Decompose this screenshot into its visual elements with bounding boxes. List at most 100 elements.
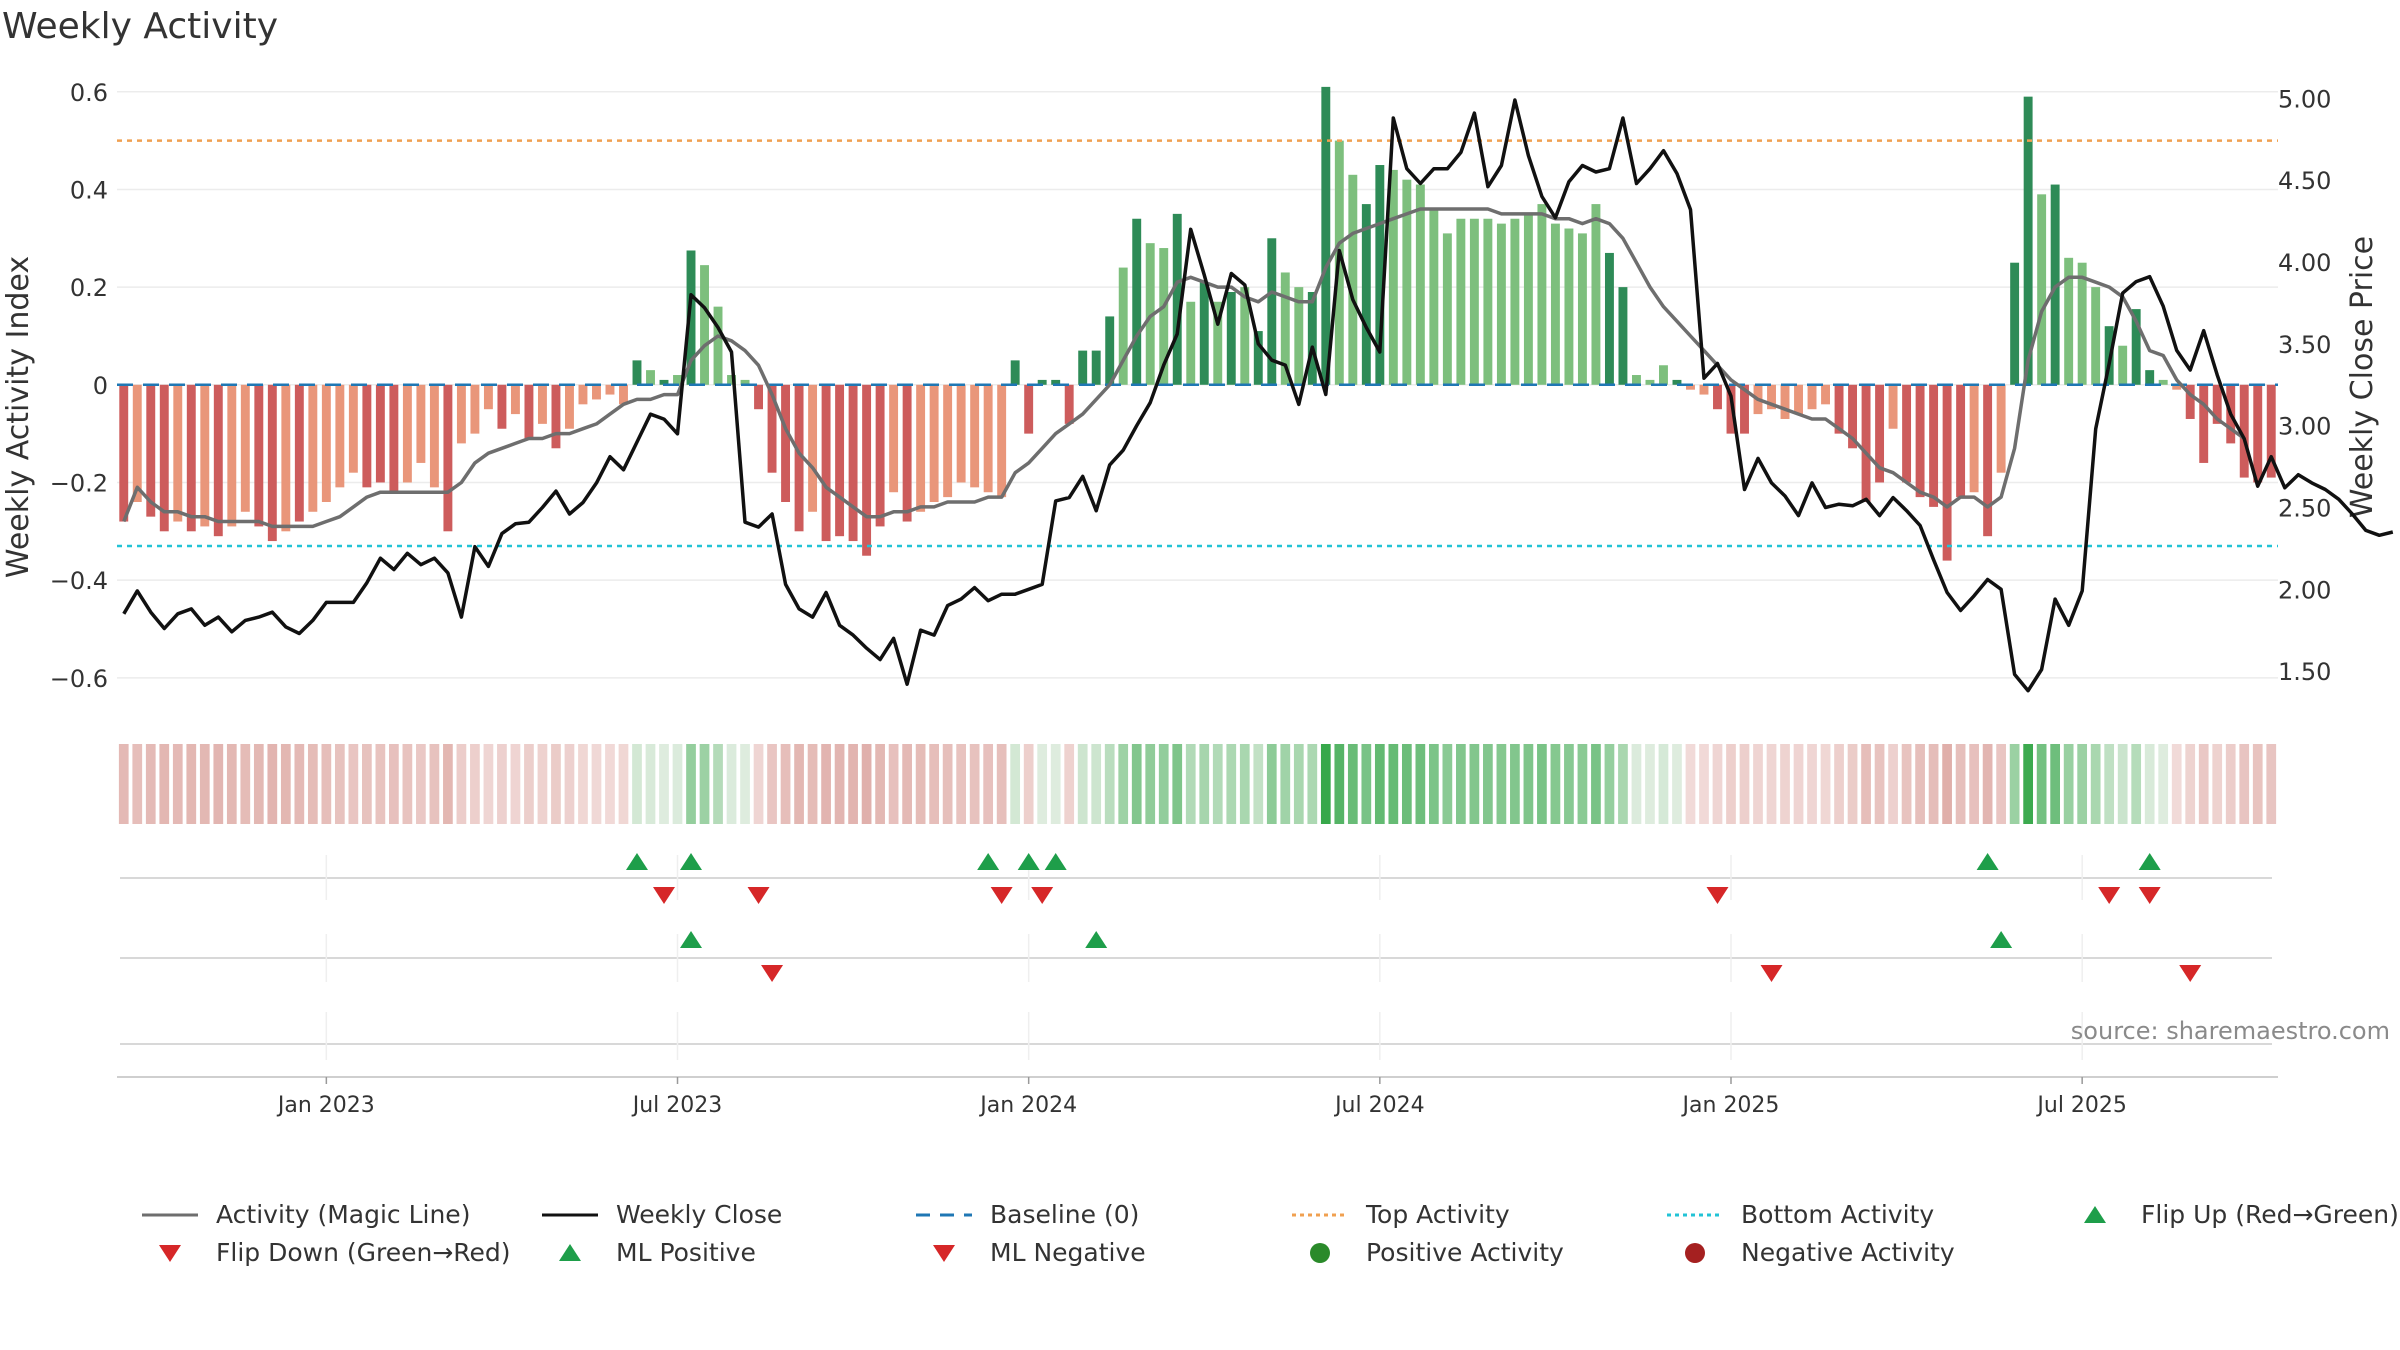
source-label: source: sharemaestro.com <box>2070 1017 2390 1045</box>
flip-up-marker <box>1976 853 1999 870</box>
heat-strip-cell <box>1780 744 1790 824</box>
activity-bar <box>1496 223 1506 385</box>
heat-strip-cell <box>1320 744 1331 824</box>
legend-label: ML Negative <box>990 1238 1146 1267</box>
activity-bar <box>146 384 156 517</box>
activity-bar <box>132 384 142 502</box>
activity-bar <box>2172 384 2182 390</box>
activity-bar <box>362 384 372 488</box>
legend-swatch-mark <box>559 1243 581 1261</box>
heat-strip-cell <box>1537 744 1547 824</box>
x-tick-label: Jul 2025 <box>2035 1093 2127 1118</box>
y-right-tick-label: 1.50 <box>2278 658 2331 686</box>
activity-bar <box>646 370 655 385</box>
y-right-tick-label: 5.00 <box>2278 85 2331 113</box>
heat-strip-cell <box>1361 744 1372 824</box>
heat-strip-cell <box>199 744 210 824</box>
heat-strip-cell <box>1415 744 1426 824</box>
activity-bar <box>1537 204 1547 385</box>
heat-strip-cell <box>996 744 1007 824</box>
activity-bar <box>1956 384 1966 498</box>
y-right-tick-label: 3.00 <box>2278 413 2331 441</box>
heat-strip-cell <box>159 744 170 824</box>
heat-strip-cell <box>1145 744 1156 824</box>
heat-strip-cell <box>1861 744 1871 824</box>
heat-strip-cell <box>1131 744 1142 824</box>
heat-strip-cell <box>1077 744 1088 824</box>
heat-strip-cell <box>1645 744 1655 824</box>
heat-strip-cell <box>1374 744 1385 824</box>
legend-label: ML Positive <box>616 1238 756 1267</box>
circle-legend-swatch <box>1310 1242 1330 1263</box>
flip-down-marker <box>653 887 676 904</box>
activity-bar <box>1186 301 1196 385</box>
activity-bar <box>1348 174 1358 385</box>
activity-bar <box>578 384 588 405</box>
activity-bar <box>1631 375 1641 385</box>
activity-bar <box>659 379 669 385</box>
activity-bar <box>186 384 196 532</box>
activity-bar <box>1024 384 1034 434</box>
heat-strip-cell <box>686 744 696 824</box>
heat-strip-cell <box>1874 744 1885 824</box>
activity-bar <box>956 384 966 483</box>
heat-strip-cell <box>362 744 372 824</box>
heat-strip-cell <box>915 744 926 824</box>
legend-swatch-mark <box>1685 1242 1705 1263</box>
ml-negative-marker <box>2179 965 2202 982</box>
heat-strip-cell <box>591 744 602 824</box>
activity-bar <box>2037 194 2047 385</box>
activity-bar <box>1078 350 1088 385</box>
heat-strip-cell <box>1388 744 1399 824</box>
x-tick-label: Jan 2024 <box>978 1093 1077 1118</box>
activity-bar <box>1780 384 1790 419</box>
activity-bar <box>1375 165 1385 385</box>
activity-bar <box>754 384 764 410</box>
activity-bar <box>1564 228 1574 385</box>
activity-bar <box>1821 384 1830 405</box>
legend-label: Top Activity <box>1366 1200 1510 1229</box>
activity-bar <box>1037 379 1047 385</box>
legend-item: ML Negative <box>914 1238 1146 1267</box>
activity-bar <box>2185 384 2195 419</box>
flip-down-marker <box>1031 887 1054 904</box>
heat-strip-cell <box>2144 744 2155 824</box>
activity-bar <box>2212 384 2222 424</box>
line-legend-swatch <box>142 1213 198 1216</box>
flip-up-marker <box>625 853 648 870</box>
heat-strip-cell <box>1456 744 1466 824</box>
heat-strip-cell <box>1969 744 1979 824</box>
activity-bar <box>1618 287 1628 385</box>
activity-bar <box>1415 184 1425 385</box>
activity-bar <box>159 384 169 532</box>
legend-item: Activity (Magic Line) <box>140 1200 470 1229</box>
heat-strip-cell <box>1712 744 1723 824</box>
heat-strip-cell <box>267 744 278 824</box>
y-left-tick-label: −0.2 <box>50 469 108 497</box>
heat-strip-cell <box>834 744 845 824</box>
activity-bar <box>740 379 750 385</box>
activity-bar <box>335 384 345 488</box>
activity-bar <box>1091 350 1101 385</box>
activity-bar <box>1969 384 1979 493</box>
heat-strip-cell <box>983 744 994 824</box>
heat-strip-cell <box>618 744 629 824</box>
heat-strip-cell <box>1685 744 1696 824</box>
activity-bar <box>1010 360 1020 385</box>
heat-strip-cell <box>294 744 305 824</box>
activity-bar <box>483 384 493 410</box>
heat-strip-cell <box>888 744 899 824</box>
activity-bar <box>2118 345 2128 385</box>
activity-bar <box>429 384 439 488</box>
y-right-tick-label: 4.00 <box>2278 249 2331 277</box>
y-left-tick-label: −0.6 <box>50 665 108 693</box>
heat-strip-cell <box>740 744 750 824</box>
activity-bar <box>240 384 250 512</box>
activity-bar <box>2239 384 2249 478</box>
x-tick-label: Jul 2024 <box>1333 1093 1425 1118</box>
activity-bar <box>1456 218 1466 385</box>
heat-strip-cell <box>1118 744 1129 824</box>
heat-strip-cell <box>2171 744 2182 824</box>
activity-bar <box>537 384 547 424</box>
heat-strip-cell <box>1793 744 1804 824</box>
